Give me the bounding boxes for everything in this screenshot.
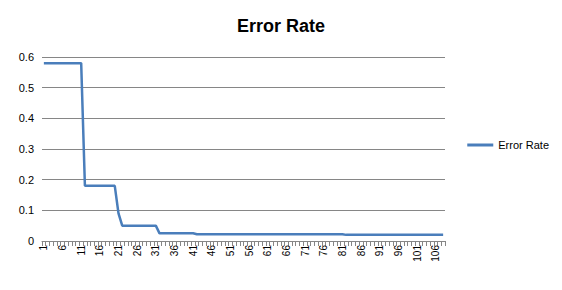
svg-text:46: 46 <box>206 245 217 257</box>
svg-text:0.2: 0.2 <box>19 174 34 186</box>
svg-text:106: 106 <box>430 245 441 262</box>
svg-text:71: 71 <box>300 245 311 257</box>
svg-text:Error Rate: Error Rate <box>237 16 325 36</box>
svg-text:6: 6 <box>57 245 68 251</box>
svg-text:26: 26 <box>132 245 143 257</box>
svg-text:16: 16 <box>94 245 105 257</box>
svg-text:36: 36 <box>169 245 180 257</box>
svg-text:0.3: 0.3 <box>19 143 34 155</box>
svg-text:0.6: 0.6 <box>19 51 34 63</box>
svg-text:Error Rate: Error Rate <box>498 139 549 151</box>
svg-text:21: 21 <box>113 245 124 257</box>
svg-text:81: 81 <box>337 245 348 257</box>
svg-text:41: 41 <box>188 245 199 257</box>
svg-text:0.5: 0.5 <box>19 82 34 94</box>
svg-text:1: 1 <box>38 245 49 251</box>
svg-text:86: 86 <box>356 245 367 257</box>
svg-text:0: 0 <box>28 235 34 247</box>
svg-text:56: 56 <box>244 245 255 257</box>
svg-text:61: 61 <box>262 245 273 257</box>
svg-text:101: 101 <box>412 245 423 262</box>
svg-text:51: 51 <box>225 245 236 257</box>
svg-text:0.1: 0.1 <box>19 204 34 216</box>
svg-text:76: 76 <box>318 245 329 257</box>
svg-text:0.4: 0.4 <box>19 112 34 124</box>
svg-text:66: 66 <box>281 245 292 257</box>
svg-text:96: 96 <box>393 245 404 257</box>
svg-text:11: 11 <box>76 245 87 256</box>
svg-text:91: 91 <box>374 245 385 257</box>
svg-text:31: 31 <box>150 245 161 257</box>
